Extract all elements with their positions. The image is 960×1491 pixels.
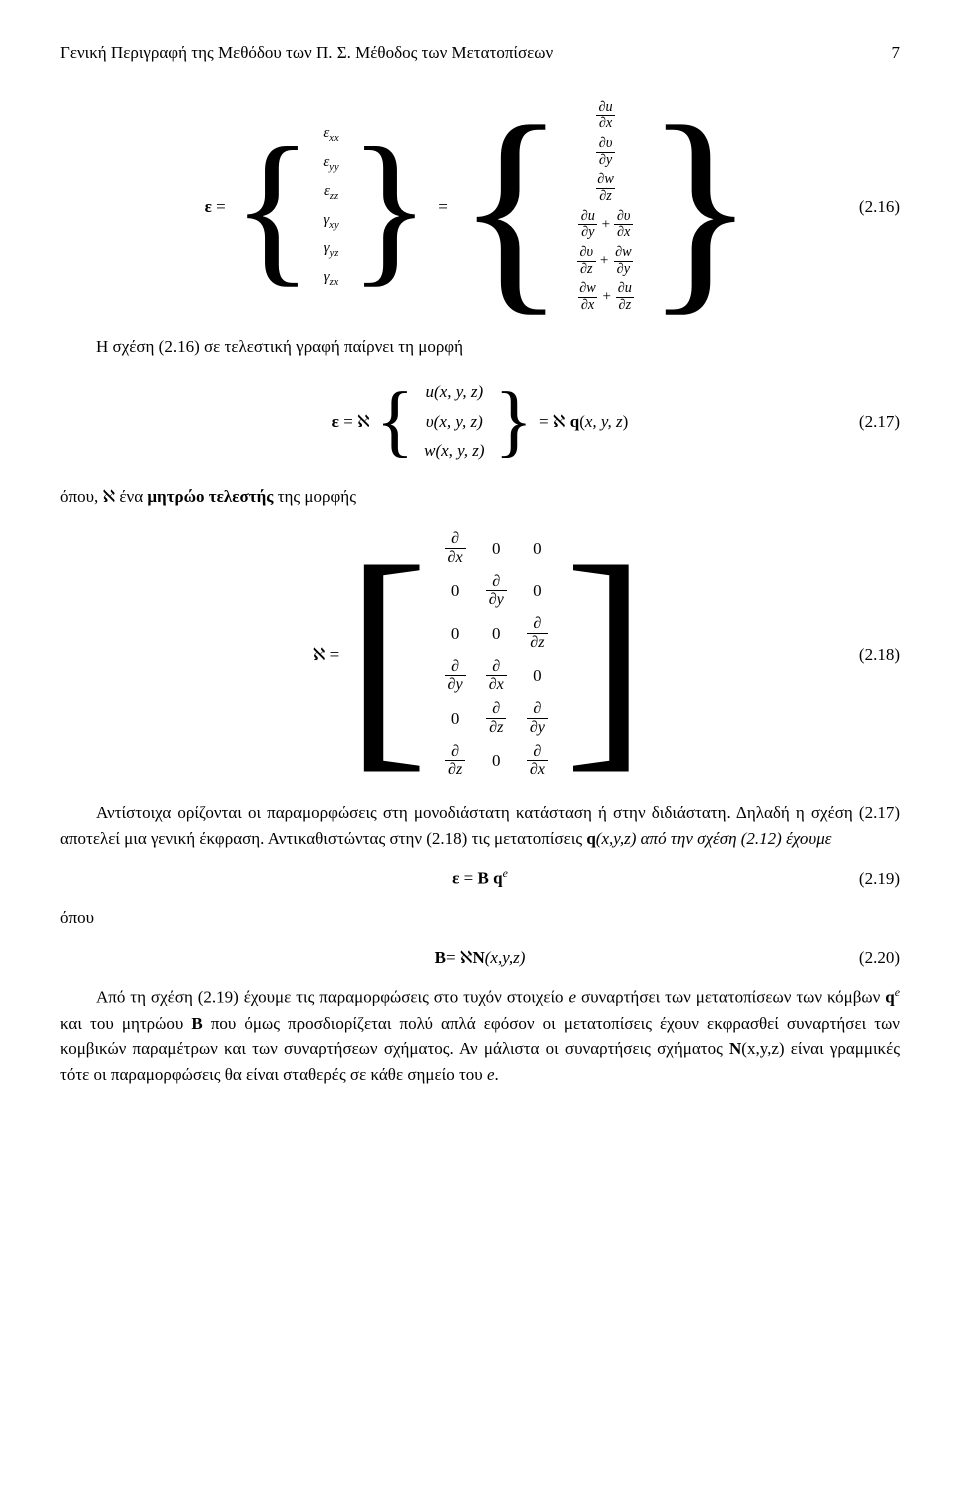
matrix-cell: ∂∂x bbox=[435, 527, 476, 570]
matrix-cell: 0 bbox=[482, 618, 511, 650]
partial-row: ∂υ∂y bbox=[590, 134, 622, 170]
equation-2-19: ε = B qe (2.19) bbox=[60, 865, 900, 891]
uvw-entry: υ(x, y, z) bbox=[420, 407, 489, 437]
strain-component: γzx bbox=[318, 264, 345, 293]
matrix-cell: ∂∂y bbox=[435, 655, 476, 698]
page-number: 7 bbox=[892, 40, 901, 66]
strain-component: γxy bbox=[317, 207, 344, 236]
matrix-cell: ∂∂x bbox=[517, 740, 558, 783]
matrix-cell: ∂∂y bbox=[517, 697, 558, 740]
matrix-cell: ∂∂y bbox=[476, 570, 517, 613]
page-header: Γενική Περιγραφή της Μεθόδου των Π. Σ. Μ… bbox=[60, 40, 900, 66]
text-before-218: όπου, ℵ ένα μητρώο τελεστής της μορφής bbox=[60, 484, 900, 510]
matrix-cell: ∂∂z bbox=[476, 697, 516, 740]
eq216-lhs: ε = bbox=[205, 194, 226, 220]
matrix-cell: 0 bbox=[523, 660, 552, 692]
strain-partials: { ∂u∂x∂υ∂y∂w∂z∂u∂y + ∂υ∂x∂υ∂z + ∂w∂y∂w∂x… bbox=[456, 94, 756, 320]
uvw-entry: w(x, y, z) bbox=[418, 436, 490, 466]
partial-row: ∂w∂z bbox=[588, 170, 623, 206]
operator-matrix: [ ∂∂x000∂∂y000∂∂z∂∂y∂∂x00∂∂z∂∂y∂∂z0∂∂x ] bbox=[345, 523, 647, 786]
matrix-cell: 0 bbox=[482, 533, 511, 565]
strain-vector: { εxxεyyεzzγxyγyzγzx } bbox=[232, 116, 430, 297]
matrix-cell: 0 bbox=[523, 533, 552, 565]
equation-2-20: B= ℵN(x,y,z) (2.20) bbox=[60, 945, 900, 971]
matrix-cell: 0 bbox=[441, 575, 470, 607]
eq-number-217: (2.17) bbox=[859, 409, 900, 435]
eq-number-220: (2.20) bbox=[859, 945, 900, 971]
partial-row: ∂u∂x bbox=[589, 98, 621, 134]
matrix-cell: 0 bbox=[441, 618, 470, 650]
uvw-vector: { u(x, y, z)υ(x, y, z)w(x, y, z) } bbox=[376, 373, 533, 470]
matrix-cell: ∂∂z bbox=[435, 740, 475, 783]
header-title: Γενική Περιγραφή της Μεθόδου των Π. Σ. Μ… bbox=[60, 40, 553, 66]
matrix-cell: 0 bbox=[523, 575, 552, 607]
equation-2-18: ℵ = [ ∂∂x000∂∂y000∂∂z∂∂y∂∂x00∂∂z∂∂y∂∂z0∂… bbox=[60, 523, 900, 786]
matrix-cell: ∂∂z bbox=[517, 612, 557, 655]
strain-component: γyz bbox=[318, 235, 345, 264]
strain-component: εzz bbox=[318, 178, 344, 207]
equation-2-16: ε = { εxxεyyεzzγxyγyzγzx } = { ∂u∂x∂υ∂y∂… bbox=[60, 94, 900, 320]
strain-component: εxx bbox=[317, 120, 344, 149]
opou-text: όπου bbox=[60, 905, 900, 931]
text-before-217: Η σχέση (2.16) σε τελεστική γραφή παίρνε… bbox=[60, 334, 900, 360]
matrix-cell: 0 bbox=[441, 703, 470, 735]
main-paragraph: Αντίστοιχα ορίζονται οι παραμορφώσεις στ… bbox=[60, 800, 900, 851]
uvw-entry: u(x, y, z) bbox=[420, 377, 490, 407]
matrix-cell: 0 bbox=[482, 745, 511, 777]
partial-row: ∂w∂x + ∂u∂z bbox=[570, 279, 641, 315]
eq218-lhs: ℵ = bbox=[313, 642, 340, 668]
strain-component: εyy bbox=[317, 149, 344, 178]
final-paragraph: Από τη σχέση (2.19) έχουμε τις παραμορφώ… bbox=[60, 984, 900, 1087]
partial-row: ∂u∂y + ∂υ∂x bbox=[572, 207, 640, 243]
eq-number-216: (2.16) bbox=[859, 194, 900, 220]
eq-number-219: (2.19) bbox=[859, 866, 900, 892]
equation-2-17: ε = ℵ { u(x, y, z)υ(x, y, z)w(x, y, z) }… bbox=[60, 373, 900, 470]
matrix-cell: ∂∂x bbox=[476, 655, 517, 698]
eq-number-218: (2.18) bbox=[859, 642, 900, 668]
partial-row: ∂υ∂z + ∂w∂y bbox=[571, 243, 641, 279]
